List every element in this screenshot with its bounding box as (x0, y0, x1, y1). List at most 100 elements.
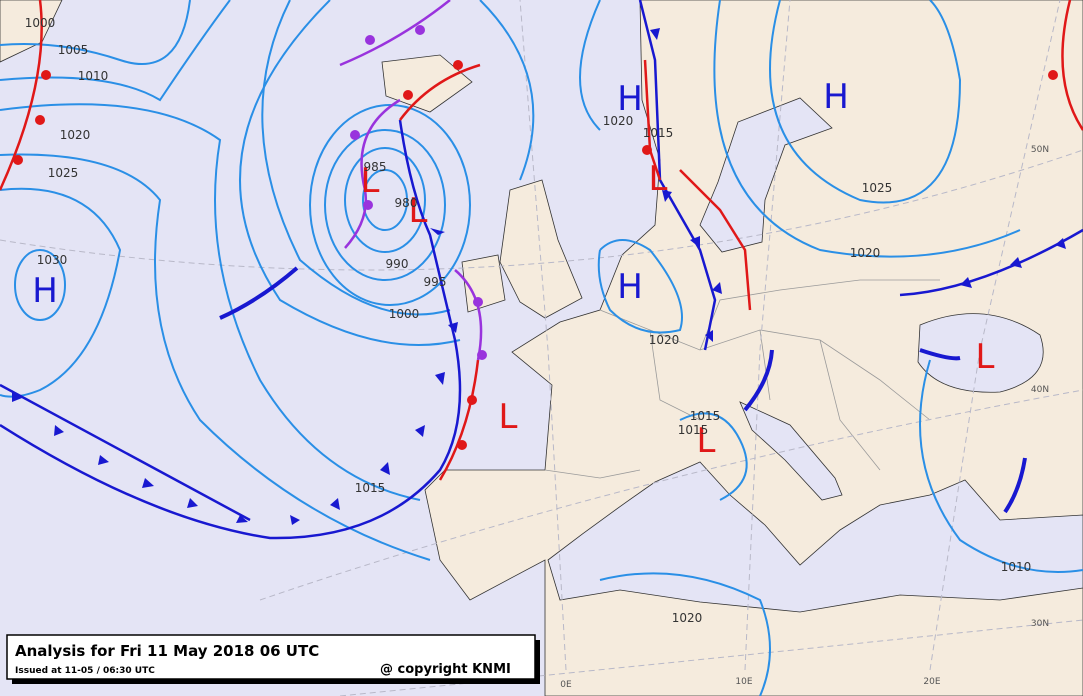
trough (679, 169, 752, 311)
front-symbol (363, 200, 373, 210)
isobar-label: 1015 (643, 126, 674, 140)
front-symbol (453, 60, 463, 70)
front-symbol (477, 350, 487, 360)
front-symbol (467, 395, 477, 405)
legend: Analysis for Fri 11 May 2018 06 UTC Issu… (6, 634, 540, 684)
adriatic (739, 401, 843, 501)
isobar-label: 985 (364, 160, 387, 174)
grid-label: 0E (560, 680, 572, 690)
isobar-label: 1020 (649, 333, 680, 347)
grid-label: 40N (1031, 385, 1049, 395)
front-symbol (457, 440, 467, 450)
pressure-center: L (409, 191, 428, 231)
trough (219, 266, 1027, 514)
isobar-label: 995 (424, 275, 447, 289)
meridian (929, 0, 1061, 671)
front-symbol (365, 35, 375, 45)
isobar (479, 0, 601, 181)
isobar (0, 187, 122, 398)
pressure-center: L (499, 397, 518, 437)
border (544, 279, 940, 479)
isobar (769, 0, 962, 204)
front-symbol (13, 155, 23, 165)
legend-title: Analysis for Fri 11 May 2018 06 UTC (15, 642, 319, 660)
parallel (259, 389, 1083, 601)
isobar-label: 990 (386, 257, 409, 271)
isobar-label: 1025 (48, 166, 79, 180)
front-symbol (1048, 70, 1058, 80)
front-symbol (35, 115, 45, 125)
meridian (744, 0, 791, 671)
legend-copyright: @ copyright KNMI (380, 662, 511, 677)
grid-label: 20E (923, 677, 940, 687)
isobar (0, 0, 231, 102)
pressure-center: H (823, 77, 849, 117)
pressure-center: H (617, 267, 643, 307)
isobar (597, 239, 683, 334)
borders (544, 279, 940, 479)
isobar-label: 1000 (389, 307, 420, 321)
isobar-label: 1030 (37, 253, 68, 267)
legend-box (6, 634, 536, 680)
isobar (0, 103, 421, 501)
cold-front (0, 383, 251, 522)
front-symbol (350, 130, 360, 140)
isobar-label: 1010 (1001, 560, 1032, 574)
warm-symbols (13, 60, 1058, 450)
isobar (362, 169, 408, 231)
isobar-label: 1015 (355, 481, 386, 495)
isobar (713, 0, 1021, 258)
isobar-label: 980 (395, 196, 418, 210)
isobar-label: 1020 (60, 128, 91, 142)
labels: HH HHLLLLLL100010051010102010251030985980… (25, 16, 1049, 690)
isobar-label: 1010 (78, 69, 109, 83)
isobar-label: 1000 (25, 16, 56, 30)
isobar-label: 1015 (678, 423, 709, 437)
pressure-center: L (976, 337, 995, 377)
grid-label: 10E (735, 677, 752, 687)
pressure-center: L (361, 161, 380, 201)
pressure-center: L (649, 159, 668, 199)
parallel (339, 619, 1083, 696)
isobar (261, 0, 451, 316)
warm-front (0, 0, 1083, 481)
front-symbol (403, 90, 413, 100)
isobar (0, 0, 191, 65)
parallel (0, 149, 1083, 271)
front-symbols (12, 25, 1066, 525)
front-symbol (41, 70, 51, 80)
occluded-front (339, 0, 483, 361)
isobar (14, 249, 66, 321)
occluded-symbols (350, 25, 487, 360)
isobar-label: 1015 (690, 409, 721, 423)
front-symbol (415, 25, 425, 35)
isobar-label: 1005 (58, 43, 89, 57)
front-symbol (473, 297, 483, 307)
isobar-label: 1020 (672, 611, 703, 625)
pressure-center: H (617, 79, 643, 119)
isobar (344, 147, 426, 253)
isobar (0, 153, 431, 561)
isobar-label: 1025 (862, 181, 893, 195)
pressure-center: H (32, 271, 58, 311)
isobar (599, 572, 771, 696)
grid-label: 30N (1031, 619, 1049, 629)
ireland (461, 254, 506, 313)
grid-label: 50N (1031, 145, 1049, 155)
legend-issued: Issued at 11-05 / 06:30 UTC (15, 666, 155, 676)
meridian (519, 0, 567, 671)
pressure-center: L (697, 421, 716, 461)
fronts (0, 0, 1083, 540)
cold-front (638, 0, 717, 351)
isobar (919, 359, 1083, 573)
isobar-label: 1020 (850, 246, 881, 260)
isobar (309, 104, 471, 306)
isobar (679, 412, 748, 501)
isobar-label: 1020 (603, 114, 634, 128)
cold-front (0, 119, 462, 540)
front-symbol (642, 145, 652, 155)
